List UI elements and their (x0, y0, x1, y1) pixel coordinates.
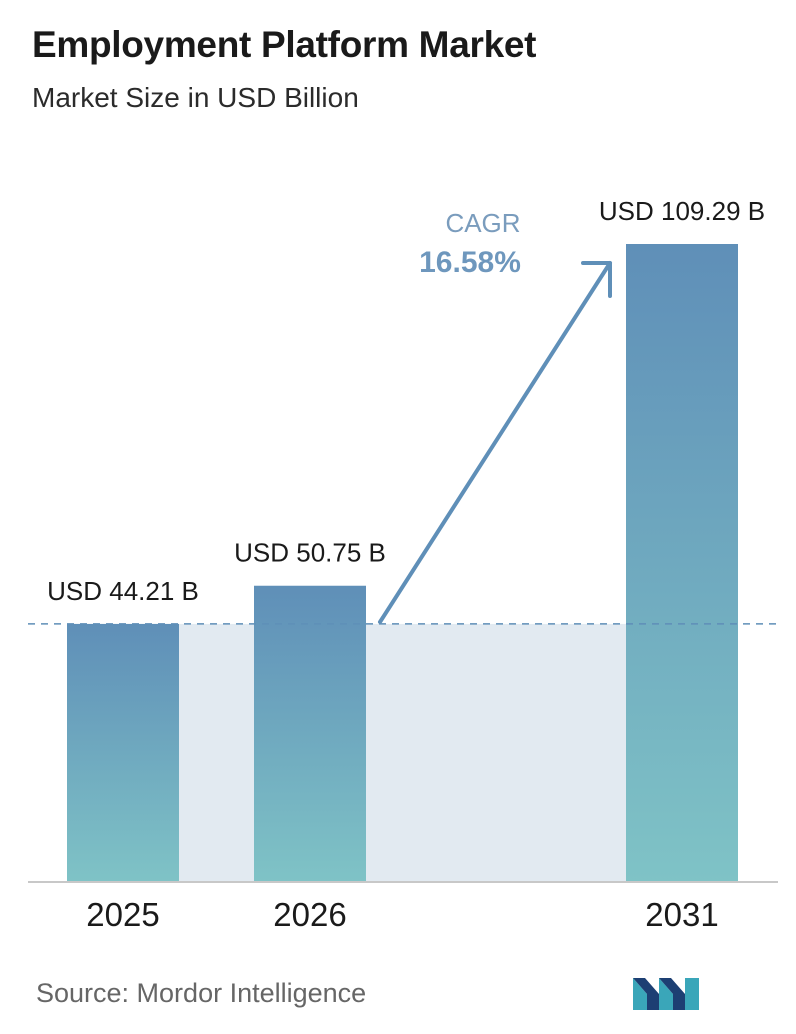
bar-2031 (626, 244, 738, 882)
x-tick-label: 2031 (645, 896, 718, 933)
chart-subtitle: Market Size in USD Billion (32, 82, 359, 113)
bar-value-label: USD 50.75 B (234, 538, 386, 568)
gap-band (366, 623, 626, 882)
cagr-arrow-head (581, 261, 612, 298)
gap-band (179, 623, 254, 882)
cagr-value: 16.58% (419, 246, 521, 279)
source-note: Source: Mordor Intelligence (36, 978, 367, 1008)
mordor-intelligence-logo-icon (633, 978, 699, 1010)
bar-2026 (254, 585, 366, 882)
bar-chart: USD 44.21 B USD 50.75 B USD 109.29 B 2025 2… (28, 196, 782, 933)
bar-value-label: USD 44.21 B (47, 576, 199, 606)
bar-2025 (67, 623, 179, 882)
chart-title: Employment Platform Market (32, 24, 537, 65)
bar-value-label: USD 109.29 B (599, 196, 765, 226)
x-tick-label: 2026 (273, 896, 346, 933)
cagr-arrow (378, 261, 612, 624)
cagr-label: CAGR (445, 208, 520, 238)
x-tick-label: 2025 (86, 896, 159, 933)
